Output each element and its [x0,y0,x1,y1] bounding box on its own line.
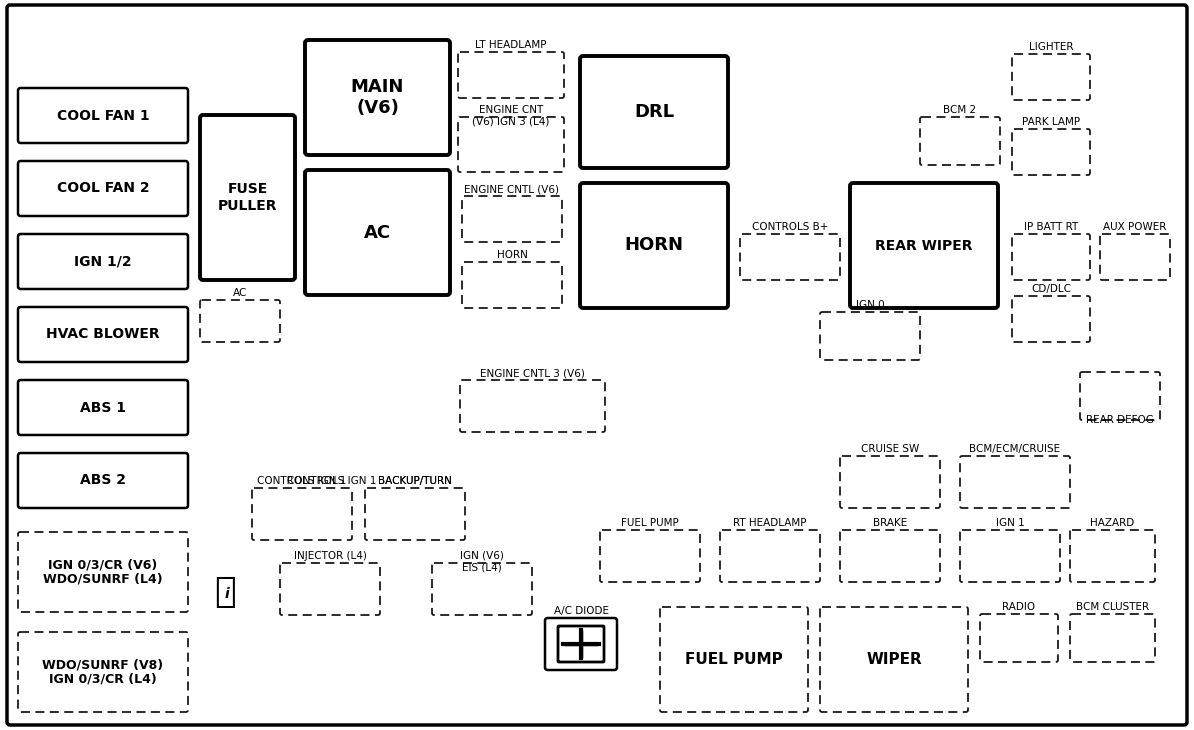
FancyBboxPatch shape [960,530,1060,582]
FancyBboxPatch shape [850,183,998,308]
FancyBboxPatch shape [820,312,921,360]
FancyBboxPatch shape [544,618,617,670]
FancyBboxPatch shape [18,532,187,612]
Text: HORN: HORN [624,237,683,255]
FancyBboxPatch shape [1013,54,1090,100]
FancyBboxPatch shape [1013,234,1090,280]
Text: INJECTOR (L4): INJECTOR (L4) [294,551,367,561]
FancyBboxPatch shape [720,530,820,582]
Text: ABS 1: ABS 1 [80,401,127,415]
Text: RADIO: RADIO [1003,602,1035,612]
Text: ABS 2: ABS 2 [80,474,127,488]
FancyBboxPatch shape [304,40,450,155]
Text: PARK LAMP: PARK LAMP [1022,117,1081,127]
Text: IGN 1/2: IGN 1/2 [74,255,131,269]
FancyBboxPatch shape [201,300,281,342]
Text: HAZARD: HAZARD [1090,518,1134,528]
Text: CRUISE SW: CRUISE SW [861,444,919,454]
FancyBboxPatch shape [304,170,450,295]
Text: IP BATT RT: IP BATT RT [1024,222,1078,232]
Text: DRL: DRL [634,103,675,121]
FancyBboxPatch shape [462,196,562,242]
FancyBboxPatch shape [458,117,564,172]
Text: i: i [224,587,229,601]
Text: BRAKE: BRAKE [873,518,907,528]
Text: FUSE
PULLER: FUSE PULLER [217,182,277,212]
FancyBboxPatch shape [365,488,464,540]
FancyBboxPatch shape [580,56,728,168]
Text: HORN: HORN [497,250,528,260]
Text: BCM 2: BCM 2 [943,105,977,115]
Text: COOL FAN 2: COOL FAN 2 [56,182,149,196]
Text: IGN 1: IGN 1 [996,518,1024,528]
FancyBboxPatch shape [841,456,940,508]
FancyBboxPatch shape [18,88,187,143]
Text: BCM CLUSTER: BCM CLUSTER [1076,602,1149,612]
FancyBboxPatch shape [820,607,968,712]
FancyBboxPatch shape [281,563,380,615]
FancyBboxPatch shape [458,52,564,98]
FancyBboxPatch shape [601,530,700,582]
FancyBboxPatch shape [580,183,728,308]
FancyBboxPatch shape [980,614,1058,662]
FancyBboxPatch shape [740,234,841,280]
Text: CONTROLS B+: CONTROLS B+ [752,222,829,232]
Text: BACKUP/TURN: BACKUP/TURN [378,476,453,486]
Text: CONTROLS IGN 1: CONTROLS IGN 1 [258,476,346,486]
FancyBboxPatch shape [960,456,1070,508]
Text: IGN 0: IGN 0 [856,300,885,310]
FancyBboxPatch shape [18,453,187,508]
FancyBboxPatch shape [921,117,1001,165]
Text: ENGINE CNTL 3 (V6): ENGINE CNTL 3 (V6) [480,368,585,378]
Text: ENGINE CNTL (V6): ENGINE CNTL (V6) [464,184,560,194]
Text: BACKUP/TURN: BACKUP/TURN [378,476,453,486]
Text: REAR WIPER: REAR WIPER [875,239,973,253]
Text: WIPER: WIPER [866,652,922,667]
FancyBboxPatch shape [1081,372,1161,420]
Text: FUEL PUMP: FUEL PUMP [621,518,679,528]
Text: IGN (V6)
EIS (L4): IGN (V6) EIS (L4) [460,551,504,572]
FancyBboxPatch shape [460,380,605,432]
Text: HVAC BLOWER: HVAC BLOWER [47,328,160,342]
Text: AC: AC [364,223,392,242]
FancyBboxPatch shape [841,530,940,582]
Text: BCM/ECM/CRUISE: BCM/ECM/CRUISE [970,444,1060,454]
FancyBboxPatch shape [462,262,562,308]
Text: MAIN
(V6): MAIN (V6) [351,78,405,117]
Text: 📖: 📖 [214,575,235,609]
Text: COOL FAN 1: COOL FAN 1 [56,109,149,123]
FancyBboxPatch shape [1013,129,1090,175]
Text: IGN 0/3/CR (V6)
WDO/SUNRF (L4): IGN 0/3/CR (V6) WDO/SUNRF (L4) [43,558,162,586]
FancyBboxPatch shape [558,626,604,662]
FancyBboxPatch shape [1070,530,1155,582]
FancyBboxPatch shape [18,161,187,216]
FancyBboxPatch shape [1100,234,1170,280]
FancyBboxPatch shape [1070,614,1155,662]
FancyBboxPatch shape [7,5,1187,725]
FancyBboxPatch shape [1013,296,1090,342]
FancyBboxPatch shape [660,607,808,712]
Text: LT HEADLAMP: LT HEADLAMP [475,40,547,50]
Text: FUEL PUMP: FUEL PUMP [685,652,783,667]
Text: AC: AC [233,288,247,298]
FancyBboxPatch shape [432,563,533,615]
Text: A/C DIODE: A/C DIODE [554,606,609,616]
FancyBboxPatch shape [18,632,187,712]
FancyBboxPatch shape [18,234,187,289]
FancyBboxPatch shape [18,380,187,435]
Text: CONTROLS IGN 1: CONTROLS IGN 1 [288,476,376,486]
Text: RT HEADLAMP: RT HEADLAMP [733,518,807,528]
Text: ENGINE CNT
(V6) IGN 3 (L4): ENGINE CNT (V6) IGN 3 (L4) [473,105,549,126]
Text: WDO/SUNRF (V8)
IGN 0/3/CR (L4): WDO/SUNRF (V8) IGN 0/3/CR (L4) [43,658,164,686]
FancyBboxPatch shape [18,307,187,362]
Text: AUX POWER: AUX POWER [1103,222,1167,232]
Text: CD/DLC: CD/DLC [1030,284,1071,294]
Text: LIGHTER: LIGHTER [1029,42,1073,52]
Text: REAR DEFOG: REAR DEFOG [1087,415,1153,425]
FancyBboxPatch shape [201,115,295,280]
FancyBboxPatch shape [252,488,352,540]
